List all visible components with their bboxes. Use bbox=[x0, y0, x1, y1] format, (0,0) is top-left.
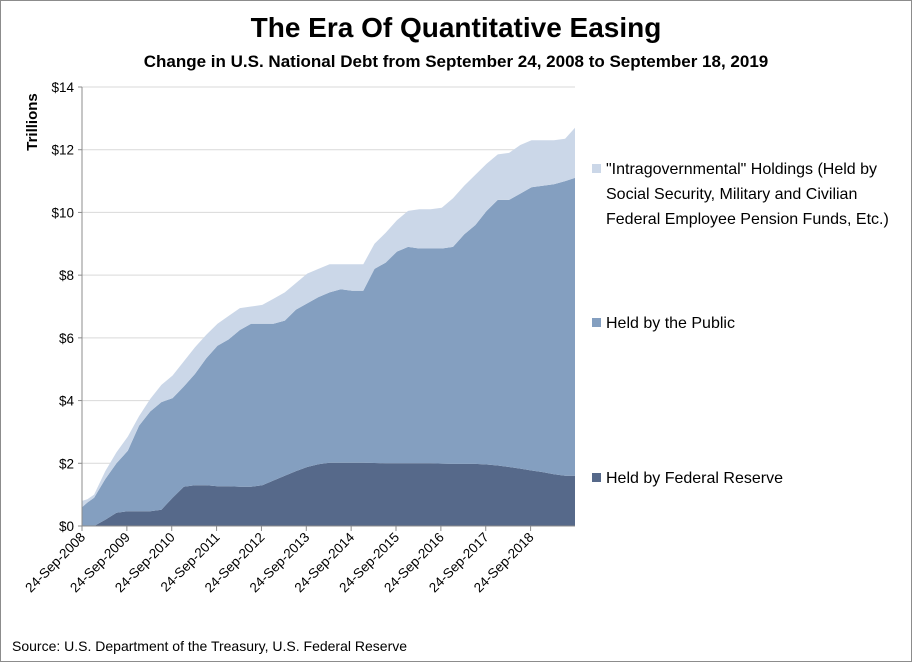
legend-item-federal-reserve: Held by Federal Reserve bbox=[592, 470, 783, 487]
area-federal-reserve bbox=[82, 462, 575, 526]
y-tick-label: $12 bbox=[51, 143, 74, 158]
y-tick-label: $8 bbox=[59, 268, 74, 283]
legend-item-public: Held by the Public bbox=[592, 315, 735, 332]
legend-swatch bbox=[592, 164, 601, 173]
y-tick-labels: $0 $2 $4 $6 $8 $10 $12 $14 bbox=[51, 80, 82, 534]
x-tick-labels: 24-Sep-200824-Sep-200924-Sep-201024-Sep-… bbox=[22, 526, 537, 595]
y-tick-label: $4 bbox=[59, 394, 75, 409]
chart-title: The Era Of Quantitative Easing bbox=[250, 12, 662, 43]
area-series bbox=[82, 127, 575, 526]
source-note: Source: U.S. Department of the Treasury,… bbox=[12, 638, 408, 654]
legend-label: "Intragovernmental" Holdings (Held by Soc… bbox=[606, 161, 889, 228]
y-tick-label: $6 bbox=[59, 331, 74, 346]
area-intragovernmental bbox=[82, 127, 575, 508]
y-axis-label: Trillions bbox=[24, 93, 41, 151]
y-tick-label: $2 bbox=[59, 456, 74, 471]
legend-label: Held by Federal Reserve bbox=[606, 470, 783, 487]
axes bbox=[81, 87, 575, 527]
chart-subtitle: Change in U.S. National Debt from Septem… bbox=[143, 52, 769, 71]
legend-item-intragovernmental: "Intragovernmental" Holdings (Held by Soc… bbox=[592, 161, 889, 228]
legend-swatch bbox=[592, 473, 601, 482]
legend-label: Held by the Public bbox=[606, 315, 735, 332]
y-tick-label: $14 bbox=[51, 80, 74, 95]
area-public bbox=[82, 177, 575, 526]
y-tick-label: $10 bbox=[51, 205, 74, 220]
y-tick-label: $0 bbox=[59, 519, 74, 534]
legend-swatch bbox=[592, 318, 601, 327]
legend: "Intragovernmental" Holdings (Held by Soc… bbox=[592, 161, 889, 487]
